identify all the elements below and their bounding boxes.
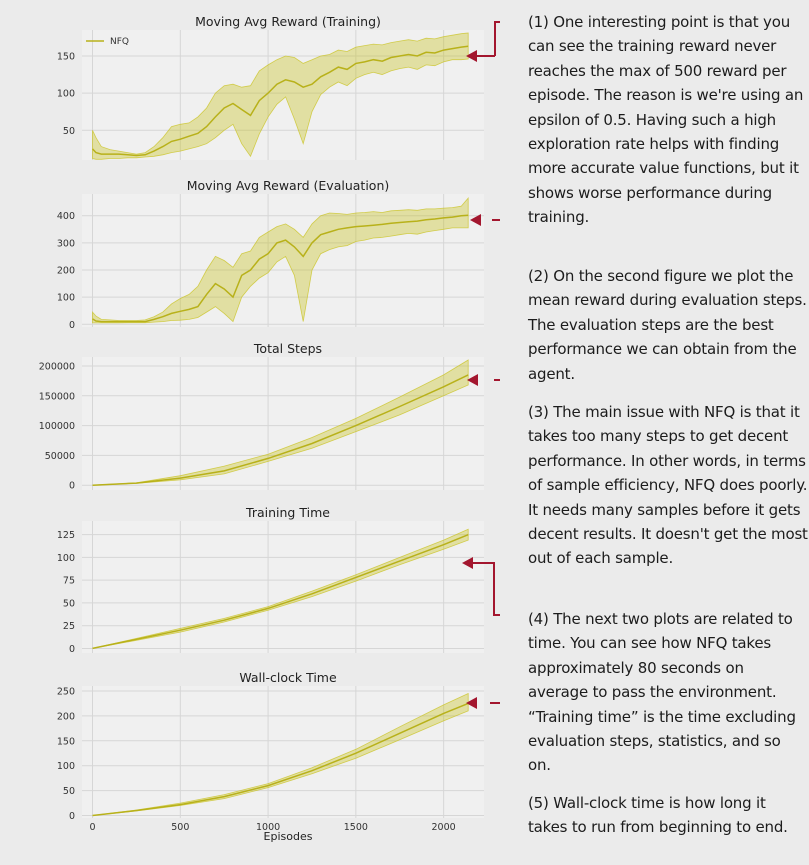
arrow-3-head (467, 374, 478, 386)
y-tick-label: 250 (57, 686, 75, 697)
y-tick-label: 0 (69, 481, 75, 492)
chart-4: 0 25 50 75 100 125 Training Time (57, 505, 484, 655)
y-tick-label: 50000 (45, 451, 75, 462)
series-line-nfq (92, 214, 469, 323)
arrow-5-head (466, 697, 477, 709)
series-band-nfq (92, 197, 469, 324)
arrow-1-head (466, 50, 477, 62)
y-tick-label: 0 (69, 644, 75, 655)
y-tick-label: 100 (57, 553, 75, 564)
chart-title: Total Steps (253, 341, 322, 356)
y-tick-label: 0 (69, 320, 75, 331)
y-tick-label: 300 (57, 238, 75, 249)
chart-title: Moving Avg Reward (Training) (195, 14, 381, 29)
plot-area (82, 521, 484, 653)
chart-title: Moving Avg Reward (Evaluation) (187, 178, 390, 193)
chart-title: Wall-clock Time (239, 670, 337, 685)
y-tick-label: 150 (57, 736, 75, 747)
note-5: (5) Wall-clock time is how long it takes… (528, 794, 788, 837)
y-tick-label: 200 (57, 711, 75, 722)
plot-area (82, 686, 484, 818)
arrow-4 (469, 562, 500, 616)
plot-area (82, 357, 484, 490)
y-tick-label: 50 (63, 786, 75, 797)
legend: NFQ (86, 37, 129, 47)
x-tick-label: 500 (171, 822, 189, 833)
arrow-1 (494, 21, 500, 56)
x-tick-label: 1000 (256, 822, 280, 833)
x-tick-label: 0 (90, 822, 96, 833)
chart-3: 0 50000 100000 150000 200000 Total Steps (39, 341, 484, 492)
y-tick-label: 100 (57, 293, 75, 304)
series-line-nfq (92, 702, 469, 817)
note-4: (4) The next two plots are related to ti… (528, 610, 796, 775)
x-tick-label: 2000 (432, 822, 456, 833)
y-tick-label: 0 (69, 811, 75, 822)
y-tick-label: 400 (57, 211, 75, 222)
charts-figure: 50 100 150 Moving Avg Reward (Training) NFQ 0… (38, 14, 500, 843)
y-tick-label: 150 (57, 52, 75, 63)
chart-title: Training Time (245, 505, 330, 520)
y-tick-label: 100 (57, 761, 75, 772)
series-band-nfq (92, 528, 469, 649)
series-line-nfq (92, 534, 469, 650)
chart-2: 0 100 200 300 400 Moving Avg Reward (Evaluati… (57, 178, 484, 331)
y-tick-label: 50 (63, 126, 75, 137)
y-tick-label: 100000 (39, 421, 75, 432)
y-tick-label: 100 (57, 89, 75, 100)
arrow-5 (490, 702, 500, 704)
plot-area (82, 30, 484, 160)
x-tick-label: 1500 (344, 822, 368, 833)
arrow-4-head (462, 557, 473, 569)
series-band-nfq (92, 359, 469, 486)
y-tick-label: 200000 (39, 361, 75, 372)
y-tick-label: 200 (57, 266, 75, 277)
note-2: (2) On the second figure we plot the mea… (528, 267, 807, 383)
y-tick-label: 150000 (39, 391, 75, 402)
series-line-nfq (92, 374, 469, 486)
y-tick-label: 125 (57, 530, 75, 541)
x-axis-label: Episodes (264, 830, 313, 843)
chart-5: 0 50 100 150 200 250 Wall-clock Time 0 500 1000 15… (57, 670, 484, 833)
series-band-nfq (92, 32, 469, 160)
arrow-2-head (470, 214, 481, 226)
y-tick-label: 75 (63, 576, 75, 587)
series-line-nfq (91, 45, 469, 157)
note-3: (3) The main issue with NFQ is that it t… (528, 403, 808, 568)
note-1: (1) One interesting point is that you ca… (528, 13, 804, 227)
y-tick-label: 25 (63, 621, 75, 632)
y-tick-label: 50 (63, 598, 75, 609)
chart-1: 50 100 150 Moving Avg Reward (Training) NFQ (57, 14, 484, 160)
callout-arrows (462, 21, 500, 709)
legend-label-nfq: NFQ (110, 37, 129, 47)
